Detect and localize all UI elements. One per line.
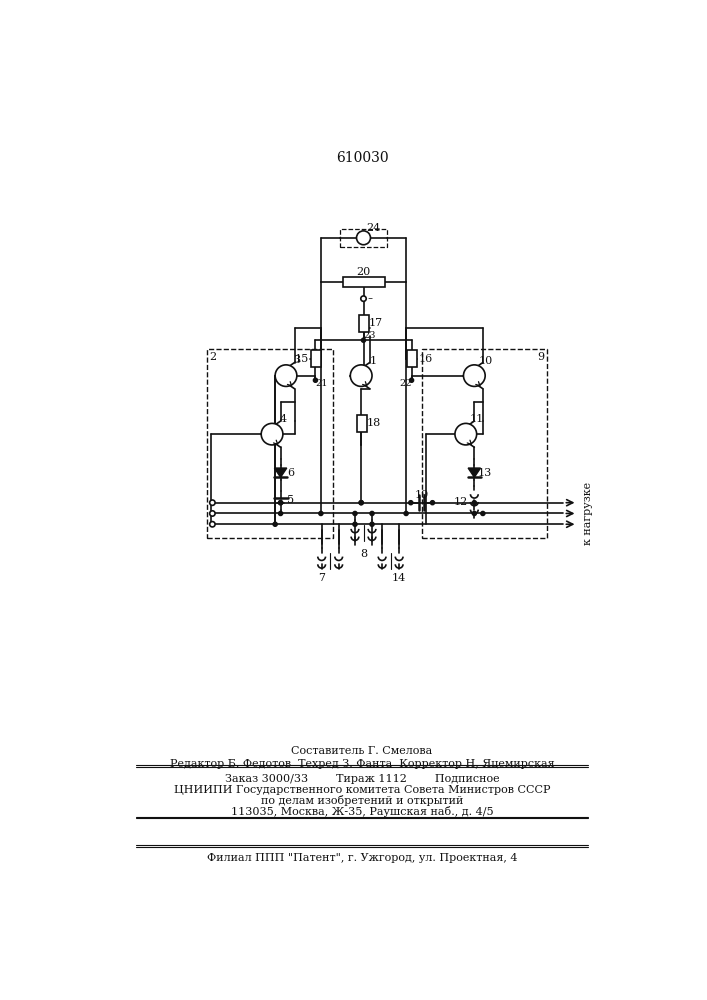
Circle shape: [279, 512, 283, 515]
Text: 2: 2: [209, 352, 217, 362]
Bar: [359, 315, 369, 332]
Text: 22: 22: [399, 379, 411, 388]
Text: 18: 18: [366, 418, 380, 428]
Circle shape: [261, 423, 283, 445]
Text: 17: 17: [369, 318, 383, 328]
Circle shape: [351, 365, 372, 386]
Polygon shape: [274, 468, 287, 477]
Text: 6: 6: [287, 468, 294, 478]
Circle shape: [481, 512, 485, 515]
Text: 113035, Москва, Ж-35, Раушская наб., д. 4/5: 113035, Москва, Ж-35, Раушская наб., д. …: [230, 806, 493, 817]
Circle shape: [210, 511, 215, 516]
Text: 15: 15: [294, 354, 309, 364]
Text: 16: 16: [419, 354, 433, 364]
Bar: [311, 350, 321, 367]
Circle shape: [404, 512, 408, 515]
Text: Редактор Б. Федотов  Техред З. Фанта  Корректор Н, Яцемирская: Редактор Б. Федотов Техред З. Фанта Корр…: [170, 759, 554, 769]
Circle shape: [409, 378, 414, 382]
Text: ЦНИИПИ Государственного комитета Совета Министров СССР: ЦНИИПИ Государственного комитета Совета …: [174, 785, 550, 795]
Circle shape: [464, 365, 485, 386]
Circle shape: [409, 501, 413, 505]
Text: -: -: [367, 292, 373, 306]
Circle shape: [361, 296, 366, 301]
Circle shape: [359, 501, 363, 505]
Text: 20: 20: [356, 267, 370, 277]
Circle shape: [279, 501, 283, 505]
Text: 13: 13: [477, 468, 491, 478]
Text: 5: 5: [287, 495, 294, 505]
Text: 14: 14: [392, 573, 407, 583]
Text: 7: 7: [318, 573, 325, 583]
Circle shape: [275, 365, 297, 386]
Text: 19: 19: [414, 490, 428, 500]
Circle shape: [210, 522, 215, 527]
Text: 610030: 610030: [336, 151, 388, 165]
Text: по делам изобретений и открытий: по делам изобретений и открытий: [261, 795, 463, 806]
Text: 9: 9: [537, 352, 544, 362]
Circle shape: [210, 500, 215, 505]
Bar: [356, 415, 367, 432]
Circle shape: [273, 522, 277, 526]
Bar: [340, 229, 387, 247]
Text: к нагрузке: к нагрузке: [583, 482, 593, 545]
Bar: [343, 277, 385, 287]
Text: 3: 3: [293, 355, 300, 365]
Circle shape: [279, 501, 283, 505]
Text: 11: 11: [469, 414, 484, 424]
Text: 4: 4: [279, 414, 286, 424]
Circle shape: [370, 512, 374, 515]
Text: 12: 12: [453, 497, 467, 507]
Bar: [421, 349, 547, 538]
Circle shape: [356, 231, 370, 245]
Circle shape: [370, 522, 374, 526]
Circle shape: [353, 522, 357, 526]
Text: 24: 24: [366, 223, 380, 233]
Text: Составитель Г. Смелова: Составитель Г. Смелова: [291, 746, 433, 756]
Circle shape: [353, 512, 357, 515]
Circle shape: [361, 338, 366, 342]
Text: Филиал ППП "Патент", г. Ужгород, ул. Проектная, 4: Филиал ППП "Патент", г. Ужгород, ул. Про…: [206, 853, 518, 863]
Circle shape: [472, 512, 477, 515]
Circle shape: [455, 423, 477, 445]
Bar: [407, 350, 417, 367]
Bar: [207, 349, 332, 538]
Text: 10: 10: [479, 356, 493, 366]
Circle shape: [319, 512, 323, 515]
Text: 1: 1: [369, 356, 376, 366]
Text: 8: 8: [360, 549, 367, 559]
Circle shape: [472, 501, 477, 505]
Text: Заказ 3000/33        Тираж 1112        Подписное: Заказ 3000/33 Тираж 1112 Подписное: [225, 774, 499, 784]
Circle shape: [359, 501, 363, 505]
Text: 21: 21: [315, 379, 328, 388]
Circle shape: [313, 378, 317, 382]
Circle shape: [431, 501, 434, 505]
Text: 23: 23: [363, 331, 376, 340]
Polygon shape: [468, 468, 481, 477]
